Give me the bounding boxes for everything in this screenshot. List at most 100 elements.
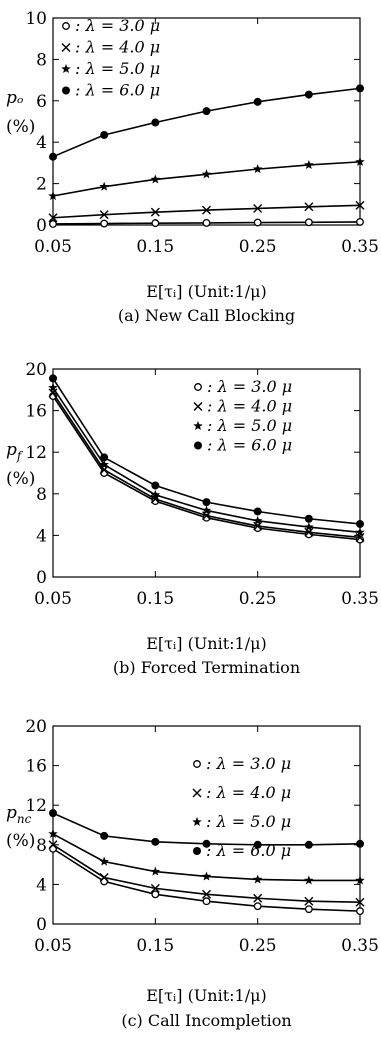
data-point <box>253 521 263 531</box>
data-point <box>48 213 58 223</box>
x-tick-label: 0.15 <box>136 936 174 956</box>
data-point <box>99 465 109 475</box>
legend: : λ = 3.0 μ: λ = 4.0 μ: λ = 5.0 μ: λ = 6… <box>193 377 292 455</box>
legend-marker <box>192 788 202 798</box>
legend-marker <box>193 847 201 855</box>
x-axis-label: E[τᵢ] (Unit:1/μ) <box>146 634 267 653</box>
x-stroke <box>202 205 211 215</box>
data-point <box>99 872 109 882</box>
data-point <box>355 527 365 537</box>
legend-marker <box>194 441 202 450</box>
data-point <box>49 152 57 161</box>
y-tick-label: 10 <box>25 9 47 29</box>
y-tick-label: 8 <box>36 836 47 856</box>
x-stroke <box>48 388 58 398</box>
data-point <box>253 840 262 849</box>
data-point <box>202 889 211 899</box>
data-point <box>99 210 109 220</box>
data-point <box>356 84 364 93</box>
legend-marker <box>193 760 201 768</box>
data-point <box>150 174 161 184</box>
data-point <box>304 218 313 227</box>
data-point <box>49 809 57 818</box>
data-point <box>48 388 58 398</box>
data-point <box>150 207 160 217</box>
x-stroke <box>193 402 203 411</box>
data-point <box>252 874 263 884</box>
legend-marker <box>193 421 203 431</box>
data-point <box>100 219 109 228</box>
data-point <box>252 515 263 525</box>
y-tick-label: 12 <box>25 443 47 463</box>
x-stroke <box>61 43 71 52</box>
data-point <box>150 489 161 499</box>
legend-marker <box>61 43 71 52</box>
legend-label: : λ = 4.0 μ <box>75 38 160 57</box>
x-stroke <box>99 210 109 220</box>
series-4 <box>49 809 364 849</box>
y-tick-label: 16 <box>25 402 47 422</box>
x-tick-label: 0.25 <box>239 589 277 609</box>
series-4 <box>49 84 364 161</box>
series-3 <box>48 828 365 885</box>
x-stroke <box>202 511 211 521</box>
series-2 <box>48 388 365 542</box>
x-axis-label: E[τᵢ] (Unit:1/μ) <box>146 282 267 301</box>
data-point <box>49 220 57 228</box>
data-point <box>201 871 212 881</box>
data-point <box>201 505 212 515</box>
x-stroke <box>202 889 211 899</box>
legend-marker <box>193 402 203 411</box>
x-stroke <box>99 465 109 475</box>
data-point <box>356 839 364 848</box>
y-tick-label: 8 <box>36 50 47 70</box>
data-point <box>304 527 314 537</box>
legend-label: : λ = 4.0 μ <box>206 783 291 802</box>
legend-label: : λ = 3.0 μ <box>206 754 291 773</box>
x-tick-label: 0.35 <box>341 237 379 257</box>
series-4 <box>49 374 364 528</box>
legend: : λ = 3.0 μ: λ = 4.0 μ: λ = 5.0 μ: λ = 6… <box>192 754 291 860</box>
data-point <box>304 875 314 885</box>
data-point <box>304 840 313 849</box>
y-axis-label: pnc <box>6 803 32 826</box>
data-point <box>253 893 263 903</box>
y-tick-label: 0 <box>36 915 47 935</box>
y-tick-label: 2 <box>36 175 47 195</box>
legend-label: : λ = 6.0 μ <box>206 841 291 860</box>
data-point <box>253 97 262 106</box>
x-tick-label: 0.25 <box>239 936 277 956</box>
data-point <box>202 205 211 215</box>
x-stroke <box>253 521 263 531</box>
series-line <box>52 161 361 197</box>
x-stroke <box>304 202 314 212</box>
y-tick-label: 8 <box>36 485 47 505</box>
data-point <box>201 169 212 179</box>
y-tick-label: 4 <box>36 875 47 895</box>
data-point <box>253 507 262 516</box>
data-point <box>356 907 364 916</box>
data-point <box>202 511 211 521</box>
y-tick-label: 20 <box>25 717 47 737</box>
x-stroke <box>48 213 58 223</box>
y-axis-unit: (%) <box>6 469 35 489</box>
data-point <box>99 181 109 191</box>
data-point <box>48 382 58 392</box>
data-point <box>253 902 262 911</box>
x-tick-label: 0.05 <box>34 589 72 609</box>
data-point <box>151 890 160 899</box>
y-tick-label: 16 <box>25 757 47 777</box>
data-point <box>304 905 313 914</box>
data-point <box>356 217 364 226</box>
y-axis-unit: (%) <box>6 831 35 851</box>
x-stroke <box>150 883 160 893</box>
data-point <box>99 856 109 866</box>
data-point <box>202 498 211 507</box>
data-point <box>202 218 211 227</box>
legend-marker <box>61 64 71 74</box>
x-stroke <box>304 527 314 537</box>
legend-label: : λ = 6.0 μ <box>75 81 160 100</box>
x-tick-label: 0.15 <box>136 237 174 257</box>
